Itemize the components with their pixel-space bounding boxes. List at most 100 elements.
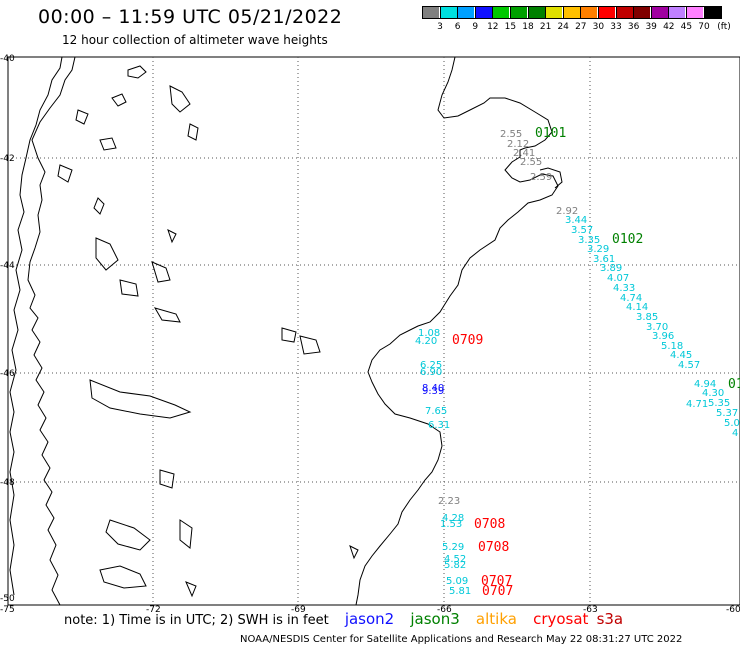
lon-label: -69 xyxy=(291,605,306,615)
color-scale-swatch xyxy=(510,6,527,19)
coastline xyxy=(9,56,563,606)
wave-height-value: 6.31 xyxy=(428,420,450,431)
color-scale-tick: 24 xyxy=(557,22,569,32)
wave-height-value: 3.29 xyxy=(587,244,609,255)
wave-height-value: 4.57 xyxy=(678,360,700,371)
color-scale-swatch xyxy=(633,6,651,19)
wave-height-value: 4 xyxy=(732,428,738,439)
map-frame xyxy=(7,56,740,606)
color-scale-tick: 15 xyxy=(504,22,517,32)
wave-height-value: 4.71 xyxy=(686,399,708,410)
wave-height-value: 2.12 xyxy=(507,139,529,150)
lon-label: -66 xyxy=(437,605,452,615)
lat-label: -50 xyxy=(0,594,15,604)
wave-height-value: 6.25 xyxy=(420,360,442,371)
credit-line: NOAA/NESDIS Center for Satellite Applica… xyxy=(240,634,683,645)
lat-label: -40 xyxy=(0,54,15,64)
wave-height-value: 1.08 xyxy=(418,328,440,339)
map-title: 00:00 – 11:59 UTC 05/21/2022 xyxy=(38,6,343,28)
color-scale-swatch xyxy=(527,6,545,19)
color-scale-units: (ft) xyxy=(717,22,731,32)
color-scale-tick: 39 xyxy=(645,22,657,32)
legend-satellite: altika xyxy=(475,610,517,628)
wave-height-value: 2.92 xyxy=(556,206,578,217)
wave-height-value: 3.89 xyxy=(600,263,622,274)
axis-labels: -75 -72 -69 -66 -63 -60 -40 -42 -44 -46 … xyxy=(0,54,740,615)
wave-height-value: 5.09 xyxy=(446,576,468,587)
color-scale-tick: 45 xyxy=(680,22,693,32)
wave-height-value: 5.35 xyxy=(708,398,730,409)
wave-height-value: 7.65 xyxy=(425,406,447,417)
lon-label: -60 xyxy=(726,605,740,615)
wave-height-value: 4.28 xyxy=(442,513,464,524)
wave-height-value: 4.74 xyxy=(620,293,642,304)
pass-id: 0707 xyxy=(482,584,513,599)
wave-height-value: 3.35 xyxy=(578,235,600,246)
color-scale-tick: 6 xyxy=(454,22,461,32)
wave-height-value: 5.18 xyxy=(661,341,683,352)
wave-height-value: 4.94 xyxy=(694,379,716,390)
color-scale-tick: 12 xyxy=(487,22,499,32)
color-scale-tick: 3 xyxy=(437,22,443,32)
lon-label: -63 xyxy=(583,605,598,615)
color-scale-swatch xyxy=(668,6,686,19)
color-scale-swatch xyxy=(545,6,563,19)
pass-id: 0709 xyxy=(452,333,483,348)
wave-height-value: 4.07 xyxy=(607,273,629,284)
color-scale-swatch xyxy=(439,6,457,19)
wave-height-labels: 2.552.122.412.552.592.923.443.573.353.29… xyxy=(415,129,740,597)
wave-height-value: 4.52 xyxy=(444,554,466,565)
legend-note: note: 1) Time is in UTC; 2) SWH is in fe… xyxy=(64,613,329,628)
color-scale-tick: 27 xyxy=(575,22,587,32)
lat-label: -48 xyxy=(0,478,15,488)
wave-height-value: 4.20 xyxy=(415,336,437,347)
wave-height-value: 6.90 xyxy=(420,367,442,378)
wave-height-value: 2.41 xyxy=(513,148,535,159)
color-scale-tick: 70 xyxy=(698,22,710,32)
wave-height-value: 2.23 xyxy=(438,496,460,507)
legend-satellite: s3a xyxy=(596,610,624,628)
color-scale-swatch xyxy=(615,6,633,19)
lon-label: -72 xyxy=(146,605,161,615)
color-scale-tick: 42 xyxy=(663,22,675,32)
wave-height-value: 4.33 xyxy=(613,283,635,294)
pass-id: 0708 xyxy=(474,517,505,532)
wave-height-value: 3.44 xyxy=(565,215,587,226)
color-scale-tick: 30 xyxy=(592,22,605,32)
lat-label: -44 xyxy=(0,261,15,271)
color-scale-tick: 9 xyxy=(472,22,479,32)
map-subtitle: 12 hour collection of altimeter wave hei… xyxy=(62,33,328,47)
color-scale-swatch xyxy=(580,6,598,19)
lon-label: -75 xyxy=(0,605,15,615)
wave-height-value: 5.29 xyxy=(442,542,464,553)
pass-id: 01 xyxy=(728,377,740,392)
legend: note: 1) Time is in UTC; 2) SWH is in fe… xyxy=(64,610,623,628)
wave-height-value: 4.30 xyxy=(702,388,724,399)
pass-id: 0101 xyxy=(535,126,566,141)
wave-height-value: 8.40 xyxy=(422,383,444,394)
wave-height-value: 5.81 xyxy=(449,586,471,597)
wave-height-value: 3.57 xyxy=(571,225,593,236)
color-scale-tick: 36 xyxy=(627,22,640,32)
legend-satellite: cryosat xyxy=(533,610,589,628)
wave-height-value: 5.0 xyxy=(724,418,740,429)
wave-height-value: 5.37 xyxy=(716,408,738,419)
graticule xyxy=(8,57,740,605)
color-scale-tick: 33 xyxy=(610,22,622,32)
wave-height-value: 1.53 xyxy=(440,519,462,530)
wave-height-value: 2.59 xyxy=(530,172,552,183)
pass-labels: 0101 0102 0709 0708 0708 0707 0707 01 xyxy=(452,126,740,599)
pass-id: 0708 xyxy=(478,540,509,555)
pass-id: 0102 xyxy=(612,232,643,247)
color-scale-tick: 21 xyxy=(539,22,552,32)
wave-height-value: 3.96 xyxy=(652,331,674,342)
color-scale-swatch xyxy=(492,6,510,19)
wave-height-value: 4.14 xyxy=(626,302,648,313)
wave-height-value: 5.82 xyxy=(444,560,466,571)
color-scale-swatch xyxy=(474,6,492,19)
wave-height-value: 3.70 xyxy=(646,322,668,333)
pass-id: 0707 xyxy=(481,574,512,589)
color-scale-swatch xyxy=(598,6,615,19)
legend-satellite: jason3 xyxy=(410,610,460,628)
